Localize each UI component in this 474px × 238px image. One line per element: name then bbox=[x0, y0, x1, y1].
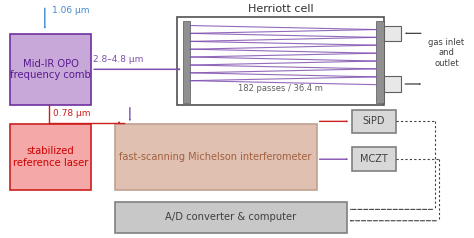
Bar bbox=[10, 124, 91, 190]
Text: Mid-IR OPO
frequency comb: Mid-IR OPO frequency comb bbox=[10, 59, 91, 80]
Bar bbox=[177, 17, 384, 105]
Bar bbox=[183, 21, 191, 103]
Bar bbox=[376, 21, 384, 103]
Bar bbox=[115, 202, 347, 233]
Text: gas inlet
and
outlet: gas inlet and outlet bbox=[428, 38, 465, 68]
Bar bbox=[384, 25, 401, 41]
Text: Herriott cell: Herriott cell bbox=[248, 4, 314, 14]
Text: fast-scanning Michelson interferometer: fast-scanning Michelson interferometer bbox=[119, 152, 312, 162]
Bar bbox=[352, 147, 396, 171]
Bar bbox=[115, 124, 317, 190]
Text: stabilized
reference laser: stabilized reference laser bbox=[13, 146, 88, 168]
Text: 0.78 μm: 0.78 μm bbox=[53, 109, 90, 118]
Text: MCZT: MCZT bbox=[360, 154, 388, 164]
Text: 182 passes / 36.4 m: 182 passes / 36.4 m bbox=[238, 84, 323, 93]
Text: 1.06 μm: 1.06 μm bbox=[52, 6, 89, 15]
Text: A/D converter & computer: A/D converter & computer bbox=[165, 212, 296, 222]
Bar bbox=[352, 109, 396, 133]
Bar bbox=[384, 76, 401, 92]
Text: 2.8–4.8 μm: 2.8–4.8 μm bbox=[93, 55, 143, 64]
Text: SiPD: SiPD bbox=[363, 116, 385, 126]
Bar bbox=[10, 34, 91, 105]
